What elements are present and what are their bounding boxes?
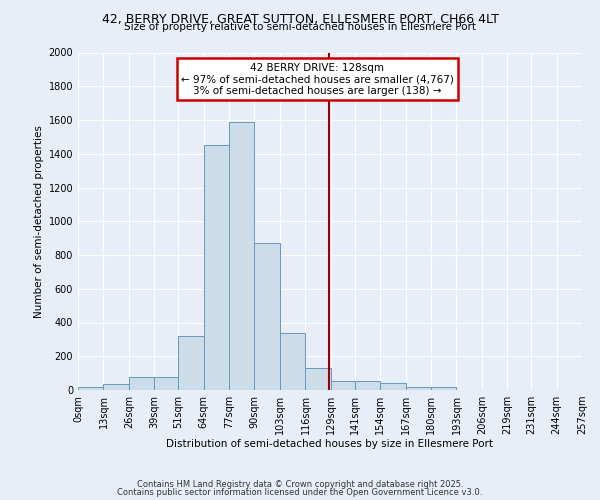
Bar — [280, 332, 305, 390]
Text: 42 BERRY DRIVE: 128sqm
← 97% of semi-detached houses are smaller (4,767)
3% of s: 42 BERRY DRIVE: 128sqm ← 97% of semi-det… — [181, 62, 454, 96]
Bar — [305, 368, 331, 390]
Text: Size of property relative to semi-detached houses in Ellesmere Port: Size of property relative to semi-detach… — [124, 22, 476, 32]
Bar — [431, 388, 457, 390]
Y-axis label: Number of semi-detached properties: Number of semi-detached properties — [34, 125, 44, 318]
Bar — [355, 380, 380, 390]
Text: Contains HM Land Registry data © Crown copyright and database right 2025.: Contains HM Land Registry data © Crown c… — [137, 480, 463, 489]
Bar — [254, 243, 280, 390]
Bar — [203, 146, 229, 390]
Bar — [406, 386, 431, 390]
Bar — [331, 380, 355, 390]
Bar — [129, 378, 154, 390]
Text: Contains public sector information licensed under the Open Government Licence v3: Contains public sector information licen… — [118, 488, 482, 497]
Text: 42, BERRY DRIVE, GREAT SUTTON, ELLESMERE PORT, CH66 4LT: 42, BERRY DRIVE, GREAT SUTTON, ELLESMERE… — [101, 12, 499, 26]
Bar — [229, 122, 254, 390]
X-axis label: Distribution of semi-detached houses by size in Ellesmere Port: Distribution of semi-detached houses by … — [167, 438, 493, 448]
Bar — [154, 378, 178, 390]
Bar — [103, 384, 129, 390]
Bar — [380, 383, 406, 390]
Bar — [178, 336, 203, 390]
Bar — [78, 388, 103, 390]
